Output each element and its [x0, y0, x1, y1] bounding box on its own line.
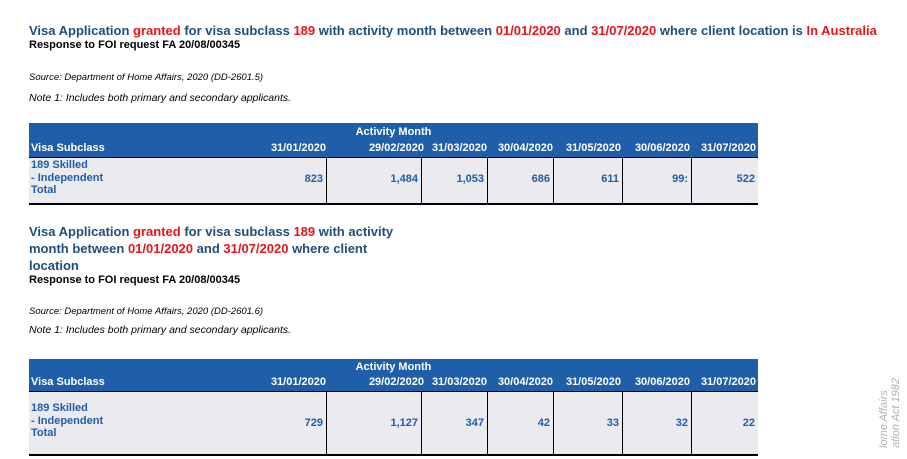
row-label: 189 Skilled - Independent Total: [31, 159, 104, 196]
cell-value: 1,484: [390, 173, 418, 185]
cell-value: 42: [537, 417, 550, 429]
column-header-visa-subclass: Visa Subclass: [31, 376, 105, 388]
column-header: 30/06/2020: [634, 376, 690, 388]
section2-note: Note 1: Includes both primary and second…: [29, 324, 292, 336]
section1-subtitle: Response to FOI request FA 20/08/00345: [29, 39, 241, 51]
column-header: 31/03/2020: [431, 142, 487, 154]
cell-value: 33: [606, 417, 619, 429]
column-header-visa-subclass: Visa Subclass: [31, 142, 105, 154]
section2-table: Activity Month Visa Subclass 31/01/2020 …: [29, 359, 758, 456]
section2-title: Visa Application granted for visa subcla…: [29, 224, 394, 273]
section2-subtitle: Response to FOI request FA 20/08/00345: [29, 274, 241, 286]
cell-value: 686: [531, 173, 550, 185]
cell-value: 1,053: [456, 173, 484, 185]
column-header: 31/07/2020: [700, 376, 756, 388]
group-header: Activity Month: [355, 126, 432, 138]
table-row: 189 Skilled - Independent Total 823 1,48…: [29, 157, 758, 205]
watermark: lome Affairs ation Act 1982: [878, 378, 902, 448]
cell-value: 347: [465, 417, 484, 429]
cell-value: 522: [736, 173, 755, 185]
cell-value: 99:: [672, 173, 688, 185]
cell-value: 611: [601, 173, 619, 185]
table-row: 189 Skilled - Independent Total 729 1,12…: [29, 391, 758, 456]
table-header: Activity Month Visa Subclass 31/01/2020 …: [29, 359, 758, 391]
cell-value: 729: [304, 417, 323, 429]
section2-source: Source: Department of Home Affairs, 2020…: [29, 306, 264, 317]
cell-value: 32: [675, 417, 688, 429]
table-header: Activity Month Visa Subclass 31/01/2020 …: [29, 123, 758, 157]
section1-note: Note 1: Includes both primary and second…: [29, 92, 292, 104]
column-header: 31/01/2020: [270, 376, 326, 388]
column-header: 30/06/2020: [634, 142, 690, 154]
cell-value: 823: [304, 173, 323, 185]
section1-table: Activity Month Visa Subclass 31/01/2020 …: [29, 123, 758, 205]
section1-title: Visa Application granted for visa subcla…: [29, 23, 877, 38]
column-header: 31/01/2020: [270, 142, 326, 154]
column-header: 30/04/2020: [497, 142, 553, 154]
column-header: 31/03/2020: [431, 376, 487, 388]
section1-source: Source: Department of Home Affairs, 2020…: [29, 72, 264, 83]
column-header: 31/05/2020: [565, 376, 621, 388]
cell-value: 1,127: [390, 417, 418, 429]
column-header: 29/02/2020: [368, 142, 424, 154]
cell-value: 22: [742, 417, 755, 429]
column-header: 31/07/2020: [700, 142, 756, 154]
column-header: 29/02/2020: [368, 376, 424, 388]
row-label: 189 Skilled - Independent Total: [31, 402, 104, 439]
column-header: 31/05/2020: [565, 142, 621, 154]
group-header: Activity Month: [355, 361, 432, 373]
column-header: 30/04/2020: [497, 376, 553, 388]
